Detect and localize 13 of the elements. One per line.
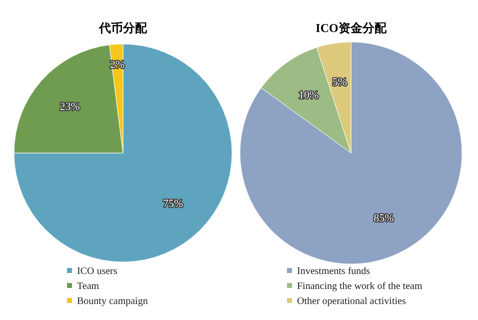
data-label: 75%	[163, 198, 184, 210]
legend-label: Other operational activities	[297, 296, 406, 307]
data-label: 10%	[298, 90, 319, 102]
legend-label: Team	[77, 281, 100, 292]
data-label: 5%	[332, 76, 348, 89]
legend-label: Financing the work of the team	[297, 281, 422, 292]
legend-label: ICO users	[77, 266, 118, 277]
data-label: 85%	[374, 212, 394, 224]
legend-label: Investments funds	[297, 266, 370, 277]
chart-title: ICO资金分配	[316, 21, 388, 35]
chart-title: 代币分配	[98, 21, 148, 35]
legend-label: Bounty campaign	[77, 296, 148, 307]
data-label: 23%	[60, 101, 80, 114]
